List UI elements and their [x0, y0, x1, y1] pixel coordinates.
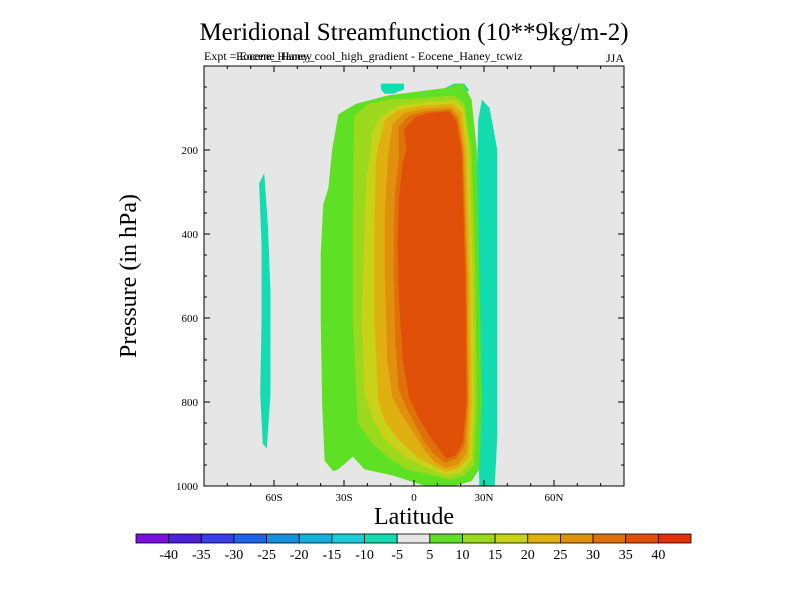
colorbar-box [560, 533, 594, 544]
colorbar-box [429, 533, 463, 544]
colorbar-box [396, 533, 431, 544]
contour-region-0 [259, 173, 271, 449]
colorbar: -40 -35 -30 -25 -20 -15 -10 -5 5 10 15 20 25 30 35 40 [135, 533, 692, 563]
y-tick-label: 400 [182, 229, 199, 241]
y-tick-label: 1000 [176, 481, 199, 493]
contour-region-3 [476, 99, 498, 486]
colorbar-label: 35 [619, 548, 633, 563]
y-tick-label: 200 [182, 145, 199, 157]
colorbar-label: -35 [192, 548, 211, 563]
x-tick-label: 0 [411, 492, 417, 504]
colorbar-label: 25 [553, 548, 567, 563]
contour-region-10 [397, 111, 467, 459]
colorbar-box [135, 533, 170, 544]
colorbar-box [657, 533, 692, 544]
contour-fills [259, 83, 498, 486]
colorbar-label: 10 [455, 548, 469, 563]
colorbar-label: 40 [651, 548, 665, 563]
chart-title: Meridional Streamfunction (10**9kg/m-2) [199, 19, 628, 46]
colorbar-label: -30 [225, 548, 244, 563]
y-axis-ticks: 200 400 600 800 1000 [176, 145, 624, 493]
y-axis-title: Pressure (in hPa) [116, 194, 142, 358]
contour-region-2 [380, 83, 404, 94]
colorbar-box [200, 533, 235, 544]
chart-subtitle-experiment: Expt = Eocene_Haney [204, 49, 312, 63]
x-axis-title: Latitude [374, 504, 454, 530]
x-tick-label: 30N [475, 492, 494, 504]
colorbar-box [592, 533, 627, 544]
colorbar-label: 20 [521, 548, 535, 563]
y-tick-label: 800 [182, 397, 199, 409]
plot-area: 60S 30S 0 30N 60N 200 400 600 800 1000 [176, 65, 625, 504]
colorbar-box [364, 533, 398, 544]
x-tick-label: 60S [265, 492, 282, 504]
colorbar-label: -40 [159, 548, 178, 563]
colorbar-box [527, 533, 561, 544]
x-tick-label: 60N [545, 492, 564, 504]
chart-subtitle-season: JJA [606, 51, 624, 65]
colorbar-box [233, 533, 267, 544]
colorbar-label: -25 [257, 548, 276, 563]
colorbar-label: 5 [426, 548, 433, 563]
x-tick-label: 30S [335, 492, 352, 504]
chart-subtitle-difference: Eocene_Haney_cool_high_gradient - Eocene… [236, 49, 523, 63]
colorbar-label: -5 [391, 548, 403, 563]
colorbar-label: -10 [355, 548, 374, 563]
colorbar-box [266, 533, 300, 544]
colorbar-label: -15 [323, 548, 342, 563]
colorbar-label: 30 [586, 548, 600, 563]
x-axis-ticks: 60S 30S 0 30N 60N [203, 66, 625, 504]
colorbar-box [298, 533, 333, 544]
minor-ticks [204, 66, 624, 486]
colorbar-box [462, 533, 496, 544]
y-tick-label: 600 [182, 313, 199, 325]
colorbar-box [494, 533, 529, 544]
colorbar-box [331, 533, 365, 544]
colorbar-box [625, 533, 659, 544]
colorbar-label: -20 [290, 548, 309, 563]
colorbar-label: 15 [488, 548, 502, 563]
colorbar-box [168, 533, 202, 544]
